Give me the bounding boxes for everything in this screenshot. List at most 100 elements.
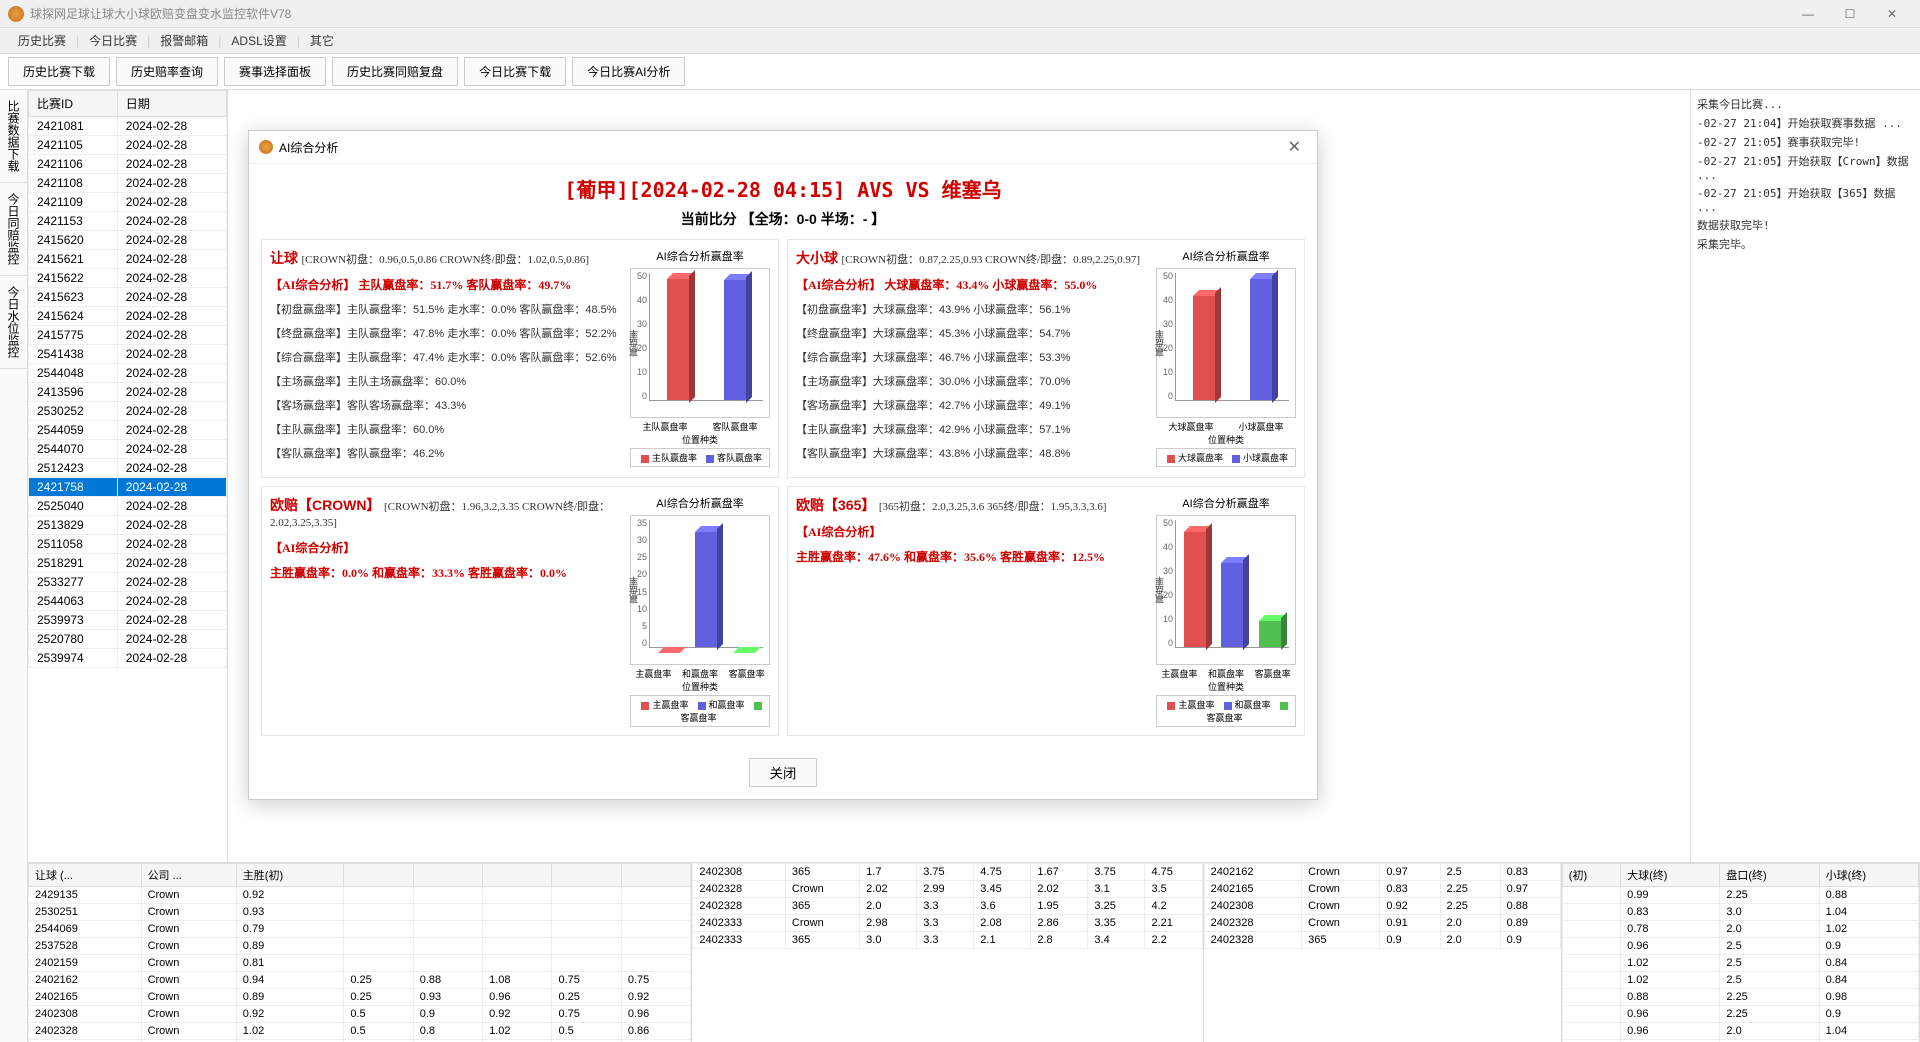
- bottom-grid-2[interactable]: 24023083651.73.754.751.673.754.752402328…: [692, 863, 1202, 949]
- menu-2[interactable]: 报警邮箱: [150, 32, 218, 49]
- table-row[interactable]: 24211532024-02-28: [29, 212, 227, 231]
- table-row[interactable]: 24211092024-02-28: [29, 193, 227, 212]
- table-row[interactable]: 24156232024-02-28: [29, 288, 227, 307]
- table-row[interactable]: 1.022.50.84: [1562, 955, 1918, 972]
- toolbar-btn-0[interactable]: 历史比赛下载: [8, 57, 110, 86]
- table-row[interactable]: 25440592024-02-28: [29, 421, 227, 440]
- table-row[interactable]: 25414382024-02-28: [29, 345, 227, 364]
- table-row[interactable]: 0.833.01.04: [1562, 904, 1918, 921]
- table-row[interactable]: 2402162Crown0.940.250.881.080.750.75: [29, 972, 691, 989]
- chart: AI综合分析赢盘率 赢盘率 50403020100 大球赢盘率小球赢盘率 位置种…: [1156, 248, 1296, 469]
- table-row[interactable]: 25399732024-02-28: [29, 611, 227, 630]
- menubar: 历史比赛|今日比赛|报警邮箱|ADSL设置|其它: [0, 28, 1920, 54]
- table-row[interactable]: 24023333653.03.32.12.83.42.2: [693, 932, 1202, 949]
- table-row[interactable]: 25332772024-02-28: [29, 573, 227, 592]
- table-row[interactable]: 2402165Crown0.832.250.97: [1204, 881, 1560, 898]
- minimize-button[interactable]: —: [1788, 2, 1828, 26]
- analysis-panel: 欧赔【CROWN】 [CROWN初盘：1.96,3.2,3.35 CROWN终/…: [261, 486, 779, 736]
- table-row[interactable]: 25124232024-02-28: [29, 459, 227, 478]
- table-row[interactable]: 24211082024-02-28: [29, 174, 227, 193]
- modal-icon: [259, 140, 273, 154]
- table-row[interactable]: 25440632024-02-28: [29, 592, 227, 611]
- table-row[interactable]: 2544069Crown0.79: [29, 921, 691, 938]
- table-row[interactable]: 2402308Crown0.922.250.88: [1204, 898, 1560, 915]
- table-row[interactable]: 2530251Crown0.93: [29, 904, 691, 921]
- menu-0[interactable]: 历史比赛: [8, 32, 76, 49]
- toolbar-btn-4[interactable]: 今日比赛下载: [464, 57, 566, 86]
- titlebar: 球探网足球让球大小球欧赔变盘变水监控软件V78 — ☐ ✕: [0, 0, 1920, 28]
- chart: AI综合分析赢盘率 赢盘率 50403020100 主赢盘率和赢盘率客赢盘率 位…: [1156, 495, 1296, 727]
- table-row[interactable]: 24210812024-02-28: [29, 117, 227, 136]
- table-row[interactable]: 2402328Crown1.020.50.81.020.50.86: [29, 1023, 691, 1040]
- menu-4[interactable]: 其它: [300, 32, 344, 49]
- table-row[interactable]: 25440482024-02-28: [29, 364, 227, 383]
- bottom-grid-4[interactable]: (初)大球(终)盘口(终)小球(终)0.992.250.880.833.01.0…: [1562, 863, 1919, 1042]
- sidebar-tab-1[interactable]: 今日同赔监控: [0, 183, 27, 276]
- table-row[interactable]: 1.022.50.84: [1562, 972, 1918, 989]
- chart: AI综合分析赢盘率 赢盘率 50403020100 主队赢盘率客队赢盘率 位置种…: [630, 248, 770, 469]
- table-row[interactable]: 25399742024-02-28: [29, 649, 227, 668]
- toolbar-btn-1[interactable]: 历史赔率查询: [116, 57, 218, 86]
- table-row[interactable]: 0.992.250.88: [1562, 887, 1918, 904]
- table-row[interactable]: 24156202024-02-28: [29, 231, 227, 250]
- table-row[interactable]: 2402333Crown2.983.32.082.863.352.21: [693, 915, 1202, 932]
- table-row[interactable]: 24211062024-02-28: [29, 155, 227, 174]
- analysis-panel: 大小球 [CROWN初盘：0.87,2.25,0.93 CROWN终/即盘：0.…: [787, 239, 1305, 478]
- table-row[interactable]: 0.882.250.98: [1562, 989, 1918, 1006]
- table-row[interactable]: 0.782.01.02: [1562, 921, 1918, 938]
- match-title: [葡甲][2024-02-28 04:15] AVS VS 维塞乌: [261, 174, 1305, 203]
- bottom-grid-3[interactable]: 2402162Crown0.972.50.832402165Crown0.832…: [1204, 863, 1561, 949]
- table-row[interactable]: 2402159Crown0.81: [29, 955, 691, 972]
- table-row[interactable]: 24023283650.92.00.9: [1204, 932, 1560, 949]
- maximize-button[interactable]: ☐: [1830, 2, 1870, 26]
- table-row[interactable]: 2402162Crown0.972.50.83: [1204, 864, 1560, 881]
- table-row[interactable]: 2402308Crown0.920.50.90.920.750.96: [29, 1006, 691, 1023]
- toolbar-btn-2[interactable]: 赛事选择面板: [224, 57, 326, 86]
- table-row[interactable]: 24217582024-02-28: [29, 478, 227, 497]
- toolbar-btn-3[interactable]: 历史比赛同赔复盘: [332, 57, 458, 86]
- match-grid[interactable]: 比赛ID日期24210812024-02-2824211052024-02-28…: [28, 90, 227, 668]
- score-line: 当前比分 【全场：0-0 半场：- 】: [261, 209, 1305, 229]
- app-icon: [8, 6, 24, 22]
- table-row[interactable]: 24156222024-02-28: [29, 269, 227, 288]
- table-row[interactable]: 24156242024-02-28: [29, 307, 227, 326]
- table-row[interactable]: 25138292024-02-28: [29, 516, 227, 535]
- table-row[interactable]: 2402165Crown0.890.250.930.960.250.92: [29, 989, 691, 1006]
- chart: AI综合分析赢盘率 赢盘率 35302520151050 主赢盘率和赢盘率客赢盘…: [630, 495, 770, 727]
- sidebar-tab-2[interactable]: 今日水位监控: [0, 276, 27, 369]
- analysis-panel: 让球 [CROWN初盘：0.96,0.5,0.86 CROWN终/即盘：1.02…: [261, 239, 779, 478]
- menu-1[interactable]: 今日比赛: [79, 32, 147, 49]
- ai-analysis-modal: AI综合分析 ✕ [葡甲][2024-02-28 04:15] AVS VS 维…: [248, 130, 1318, 800]
- table-row[interactable]: 2537528Crown0.89: [29, 938, 691, 955]
- table-row[interactable]: 25182912024-02-28: [29, 554, 227, 573]
- table-row[interactable]: 25250402024-02-28: [29, 497, 227, 516]
- bottom-grid-1[interactable]: 让球 (...公司 ...主胜(初)2429135Crown0.92253025…: [28, 863, 691, 1042]
- table-row[interactable]: 25440702024-02-28: [29, 440, 227, 459]
- table-row[interactable]: 0.962.250.9: [1562, 1006, 1918, 1023]
- table-row[interactable]: 2402328Crown0.912.00.89: [1204, 915, 1560, 932]
- sidebar-tab-0[interactable]: 比赛数据下载: [0, 90, 27, 183]
- modal-title: AI综合分析: [279, 139, 1282, 156]
- menu-3[interactable]: ADSL设置: [221, 32, 296, 49]
- log-panel: 采集今日比赛...-02-27 21:04】开始获取赛事数据 ...-02-27…: [1690, 90, 1920, 862]
- table-row[interactable]: 25207802024-02-28: [29, 630, 227, 649]
- table-row[interactable]: 2402328Crown2.022.993.452.023.13.5: [693, 881, 1202, 898]
- table-row[interactable]: 24023083651.73.754.751.673.754.75: [693, 864, 1202, 881]
- table-row[interactable]: 25110582024-02-28: [29, 535, 227, 554]
- sidebar: 比赛数据下载今日同赔监控今日水位监控: [0, 90, 28, 1042]
- modal-close-button[interactable]: 关闭: [749, 758, 818, 787]
- close-button[interactable]: ✕: [1872, 2, 1912, 26]
- table-row[interactable]: 25302522024-02-28: [29, 402, 227, 421]
- table-row[interactable]: 24023283652.03.33.61.953.254.2: [693, 898, 1202, 915]
- table-row[interactable]: 0.962.01.04: [1562, 1023, 1918, 1040]
- table-row[interactable]: 24211052024-02-28: [29, 136, 227, 155]
- toolbar: 历史比赛下载历史赔率查询赛事选择面板历史比赛同赔复盘今日比赛下载今日比赛AI分析: [0, 54, 1920, 90]
- toolbar-btn-5[interactable]: 今日比赛AI分析: [572, 57, 685, 86]
- table-row[interactable]: 24156212024-02-28: [29, 250, 227, 269]
- table-row[interactable]: 0.962.50.9: [1562, 938, 1918, 955]
- table-row[interactable]: 24157752024-02-28: [29, 326, 227, 345]
- analysis-panel: 欧赔【365】 [365初盘：2.0,3.25,3.6 365终/即盘：1.95…: [787, 486, 1305, 736]
- table-row[interactable]: 2429135Crown0.92: [29, 887, 691, 904]
- table-row[interactable]: 24135962024-02-28: [29, 383, 227, 402]
- modal-close-icon[interactable]: ✕: [1282, 137, 1307, 157]
